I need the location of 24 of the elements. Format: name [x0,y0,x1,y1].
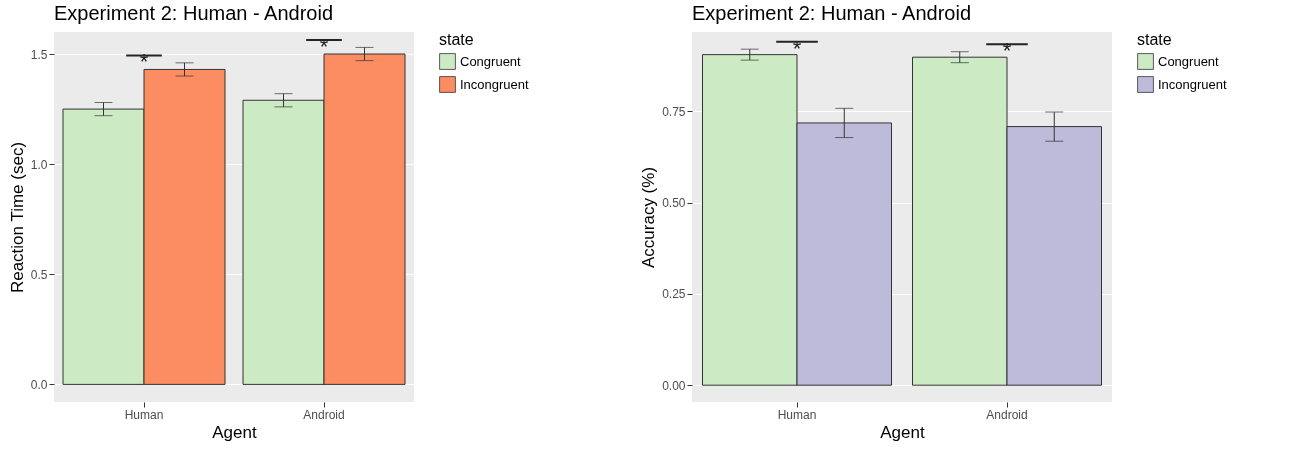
y-axis-title: Accuracy (%) [639,166,659,269]
legend-title: state [439,31,474,48]
y-tick-label: 0.0 [30,377,48,392]
y-tick-label: 1.5 [30,47,48,62]
x-tick-label: Android [303,407,345,422]
legend-label: Congruent [1158,53,1220,69]
legend-label: Congruent [460,53,522,69]
y-tick-label: 0.00 [662,378,686,393]
x-axis-title: Agent [880,422,925,442]
y-tick-label: 0.50 [662,196,686,211]
legend-label: Incongruent [460,76,530,92]
chart-title: Experiment 2: Human - Android [54,2,334,24]
legend-title: state [1137,31,1172,48]
x-tick-label: Human [777,407,817,422]
y-tick-label: 0.25 [662,287,686,302]
y-tick-label: 0.5 [30,267,48,282]
y-tick-label: 1.0 [30,157,48,172]
x-tick-label: Human [124,407,164,422]
chart-title: Experiment 2: Human - Android [692,2,972,24]
y-axis-title: Reaction Time (sec) [7,141,27,294]
x-tick-label: Android [986,407,1028,422]
x-axis-title: Agent [212,422,257,442]
y-tick-label: 0.75 [662,104,686,119]
legend-label: Incongruent [1158,76,1228,92]
